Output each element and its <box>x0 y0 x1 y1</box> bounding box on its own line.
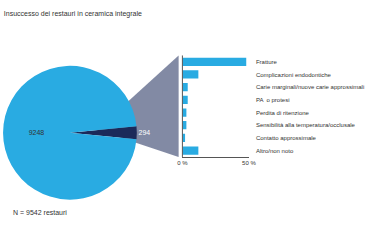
svg-text:PA o protesi: PA o protesi <box>256 97 290 103</box>
svg-text:Carie marginali/nuove carie ap: Carie marginali/nuove carie approssimali <box>256 84 364 90</box>
svg-text:Perdita di ritenzione: Perdita di ritenzione <box>256 110 310 116</box>
svg-text:9248: 9248 <box>29 129 45 136</box>
svg-text:294: 294 <box>139 129 151 136</box>
svg-text:N = 9542 restauri: N = 9542 restauri <box>13 209 67 216</box>
svg-text:Fratture: Fratture <box>256 59 278 65</box>
svg-text:Sensibilità alla temperatura/o: Sensibilità alla temperatura/occlusale <box>256 122 356 128</box>
svg-text:Complicazioni endodontiche: Complicazioni endodontiche <box>256 72 332 78</box>
svg-text:50 %: 50 % <box>242 160 256 166</box>
svg-text:Insuccesso dei restauri in cer: Insuccesso dei restauri in ceramica inte… <box>4 10 142 18</box>
svg-text:Altro/non noto: Altro/non noto <box>256 148 294 154</box>
svg-text:Contatto approssimale: Contatto approssimale <box>256 135 317 141</box>
svg-text:0 %: 0 % <box>177 160 188 166</box>
